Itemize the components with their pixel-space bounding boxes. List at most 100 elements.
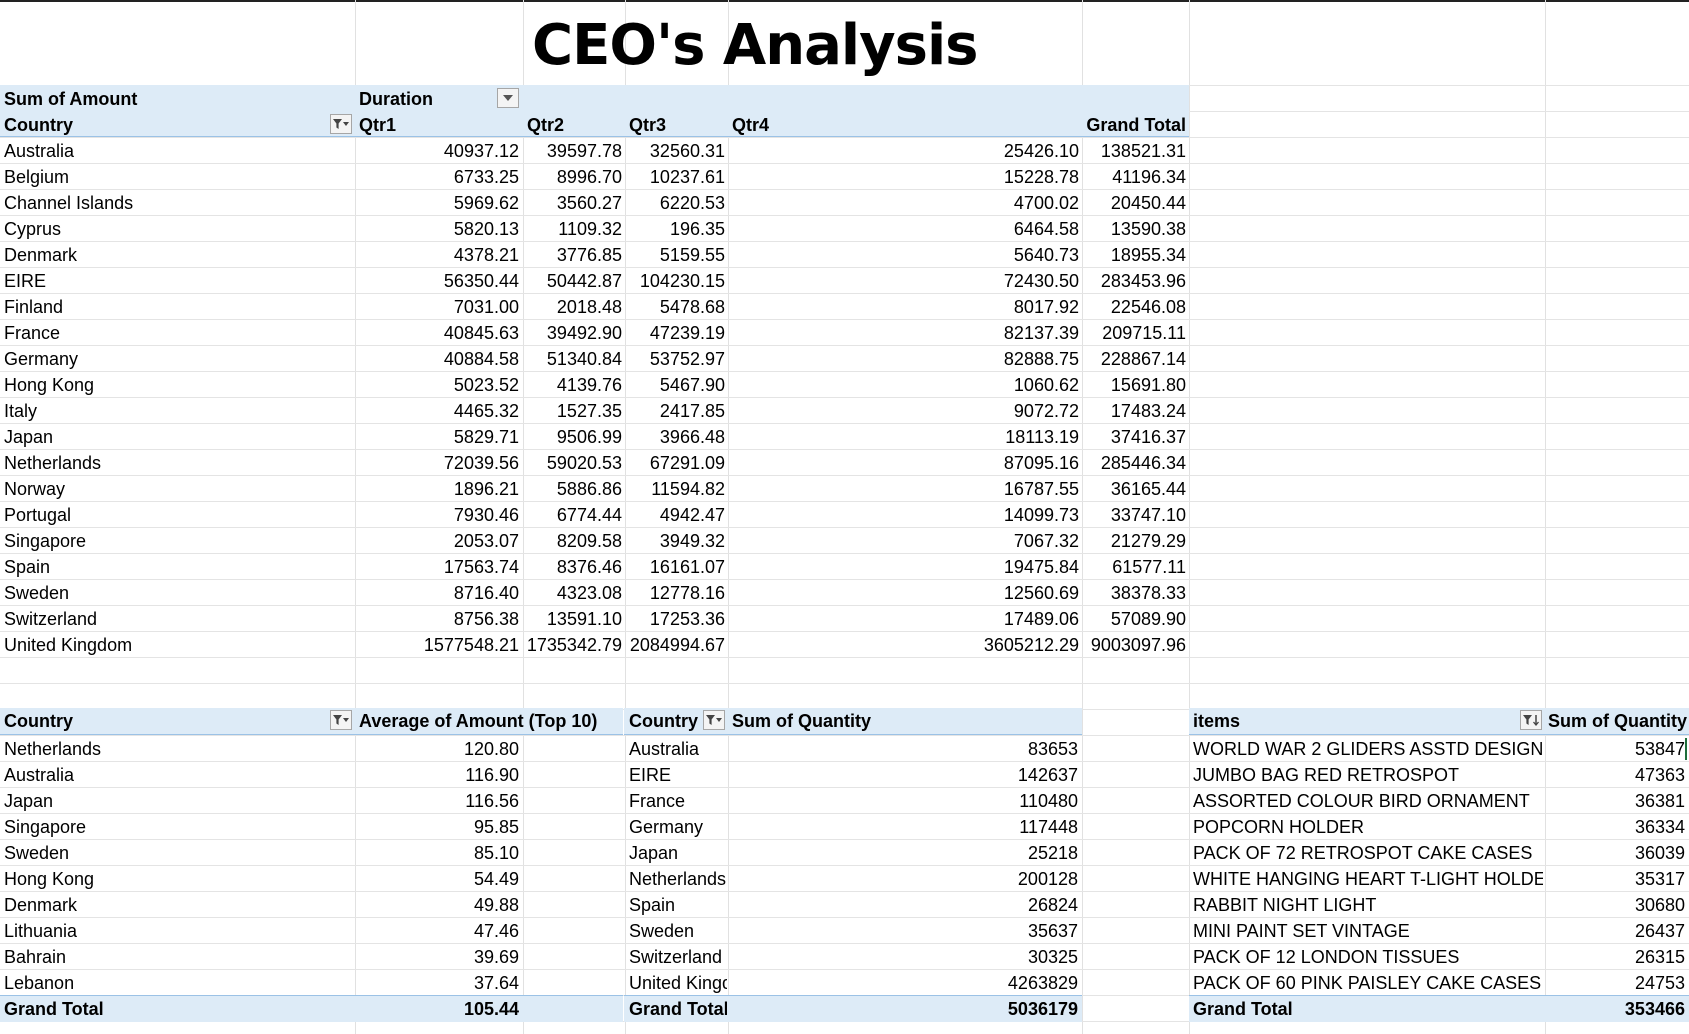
- row-label: United Kingdom: [4, 635, 133, 655]
- row-label: Netherlands: [4, 739, 102, 759]
- gridline: [0, 449, 1689, 450]
- pivot1-header-underline: [0, 136, 1189, 137]
- value-cell: 13591.10: [546, 609, 622, 629]
- value-cell: 15228.78: [1003, 167, 1079, 187]
- value-cell: 41196.34: [1112, 167, 1186, 187]
- value-cell: 120.80: [463, 739, 519, 759]
- row-label: Australia: [4, 141, 75, 161]
- value-cell: 1896.21: [453, 479, 519, 499]
- pivot4-sort-filter-button[interactable]: [1520, 710, 1542, 730]
- row-label: WORLD WAR 2 GLIDERS ASSTD DESIGNS: [1193, 739, 1543, 759]
- value-cell: 36165.44: [1110, 479, 1186, 499]
- value-cell: 38378.33: [1110, 583, 1186, 603]
- value-cell: 1109.32: [558, 219, 622, 239]
- row-label: Sweden: [4, 583, 70, 603]
- value-cell: 8756.38: [453, 609, 519, 629]
- value-cell: 7031.00: [453, 297, 519, 317]
- value-cell: 1527.35: [556, 401, 622, 421]
- row-label: Belgium: [4, 167, 70, 187]
- value-cell: 95.85: [473, 817, 519, 837]
- value-cell: 209715.11: [1102, 323, 1186, 343]
- row-filter-button[interactable]: [330, 114, 352, 134]
- sheet-top-border: [0, 0, 1689, 2]
- gridline: [0, 241, 1689, 242]
- value-cell: 5886.86: [556, 479, 622, 499]
- gridline: [0, 917, 1689, 918]
- filter-sort-icon: [1523, 715, 1539, 726]
- value-cell: 142637: [1017, 765, 1078, 785]
- value-cell: 16161.07: [649, 557, 725, 577]
- gridline: [0, 839, 1689, 840]
- pivot3-grand-total-value: 5036179: [1007, 999, 1078, 1019]
- row-label: Norway: [4, 479, 66, 499]
- row-label: Germany: [629, 817, 704, 837]
- value-cell: 5023.52: [453, 375, 519, 395]
- row-label: Hong Kong: [4, 375, 95, 395]
- value-cell: 3949.32: [659, 531, 725, 551]
- value-cell: 82137.39: [1003, 323, 1079, 343]
- pivot1-column-header: Qtr2: [527, 115, 565, 135]
- filter-funnel-icon: [706, 715, 722, 725]
- value-cell: 47363: [1634, 765, 1685, 785]
- gridline: [0, 371, 1689, 372]
- gridline: [0, 735, 1689, 736]
- value-cell: 2084994.67: [629, 635, 725, 655]
- row-label: POPCORN HOLDER: [1193, 817, 1365, 837]
- value-cell: 54.49: [473, 869, 519, 889]
- value-cell: 138521.31: [1100, 141, 1186, 161]
- pivot4-items-header: items: [1193, 711, 1241, 731]
- value-cell: 5820.13: [453, 219, 519, 239]
- gridline: [1189, 0, 1190, 1034]
- value-cell: 25426.10: [1003, 141, 1079, 161]
- gridline: [0, 319, 1689, 320]
- row-label: ASSORTED COLOUR BIRD ORNAMENT: [1193, 791, 1530, 811]
- value-cell: 40884.58: [443, 349, 519, 369]
- pivot4-header-underline: [1189, 734, 1689, 735]
- value-cell: 67291.09: [649, 453, 725, 473]
- gridline: [728, 0, 729, 1034]
- value-cell: 4378.21: [453, 245, 519, 265]
- row-label: Spain: [629, 895, 676, 915]
- value-cell: 5640.73: [1013, 245, 1079, 265]
- row-label: Singapore: [4, 531, 87, 551]
- row-label: Lithuania: [4, 921, 78, 941]
- value-cell: 283453.96: [1100, 271, 1186, 291]
- row-label: Channel Islands: [4, 193, 134, 213]
- value-cell: 8376.46: [556, 557, 622, 577]
- dropdown-arrow-icon: [503, 95, 513, 101]
- row-label: JUMBO BAG RED RETROSPOT: [1193, 765, 1460, 785]
- value-cell: 116.90: [465, 765, 519, 785]
- value-cell: 6464.58: [1013, 219, 1079, 239]
- value-cell: 9506.99: [556, 427, 622, 447]
- pivot2-filter-button[interactable]: [330, 710, 352, 730]
- pivot3-filter-button[interactable]: [703, 710, 725, 730]
- value-cell: 17563.74: [443, 557, 519, 577]
- gridline: [0, 969, 1689, 970]
- row-label: EIRE: [629, 765, 672, 785]
- value-cell: 7067.32: [1013, 531, 1079, 551]
- value-cell: 17483.24: [1110, 401, 1186, 421]
- pivot4-value-header: Sum of Quantity: [1548, 711, 1687, 731]
- value-cell: 117448: [1019, 817, 1078, 837]
- filter-funnel-icon: [333, 715, 349, 725]
- row-label: Bahrain: [4, 947, 67, 967]
- value-cell: 18113.19: [1005, 427, 1079, 447]
- value-cell: 8017.92: [1013, 297, 1079, 317]
- value-cell: 9072.72: [1013, 401, 1079, 421]
- value-cell: 47239.19: [649, 323, 725, 343]
- gridline: [0, 891, 1689, 892]
- row-label: WHITE HANGING HEART T-LIGHT HOLDER: [1193, 869, 1543, 889]
- pivot2-total-overline: [0, 995, 623, 996]
- value-cell: 228867.14: [1100, 349, 1186, 369]
- value-cell: 5467.90: [659, 375, 725, 395]
- column-dropdown-button[interactable]: [497, 88, 519, 108]
- row-label: Hong Kong: [4, 869, 95, 889]
- gridline: [0, 215, 1689, 216]
- pivot1-column-header: Qtr4: [732, 115, 770, 135]
- pivot2-header-underline: [0, 734, 623, 735]
- gridline: [0, 475, 1689, 476]
- pivot1-row-field-label: Country: [4, 115, 73, 135]
- value-cell: 30680: [1634, 895, 1685, 915]
- row-label: Australia: [4, 765, 75, 785]
